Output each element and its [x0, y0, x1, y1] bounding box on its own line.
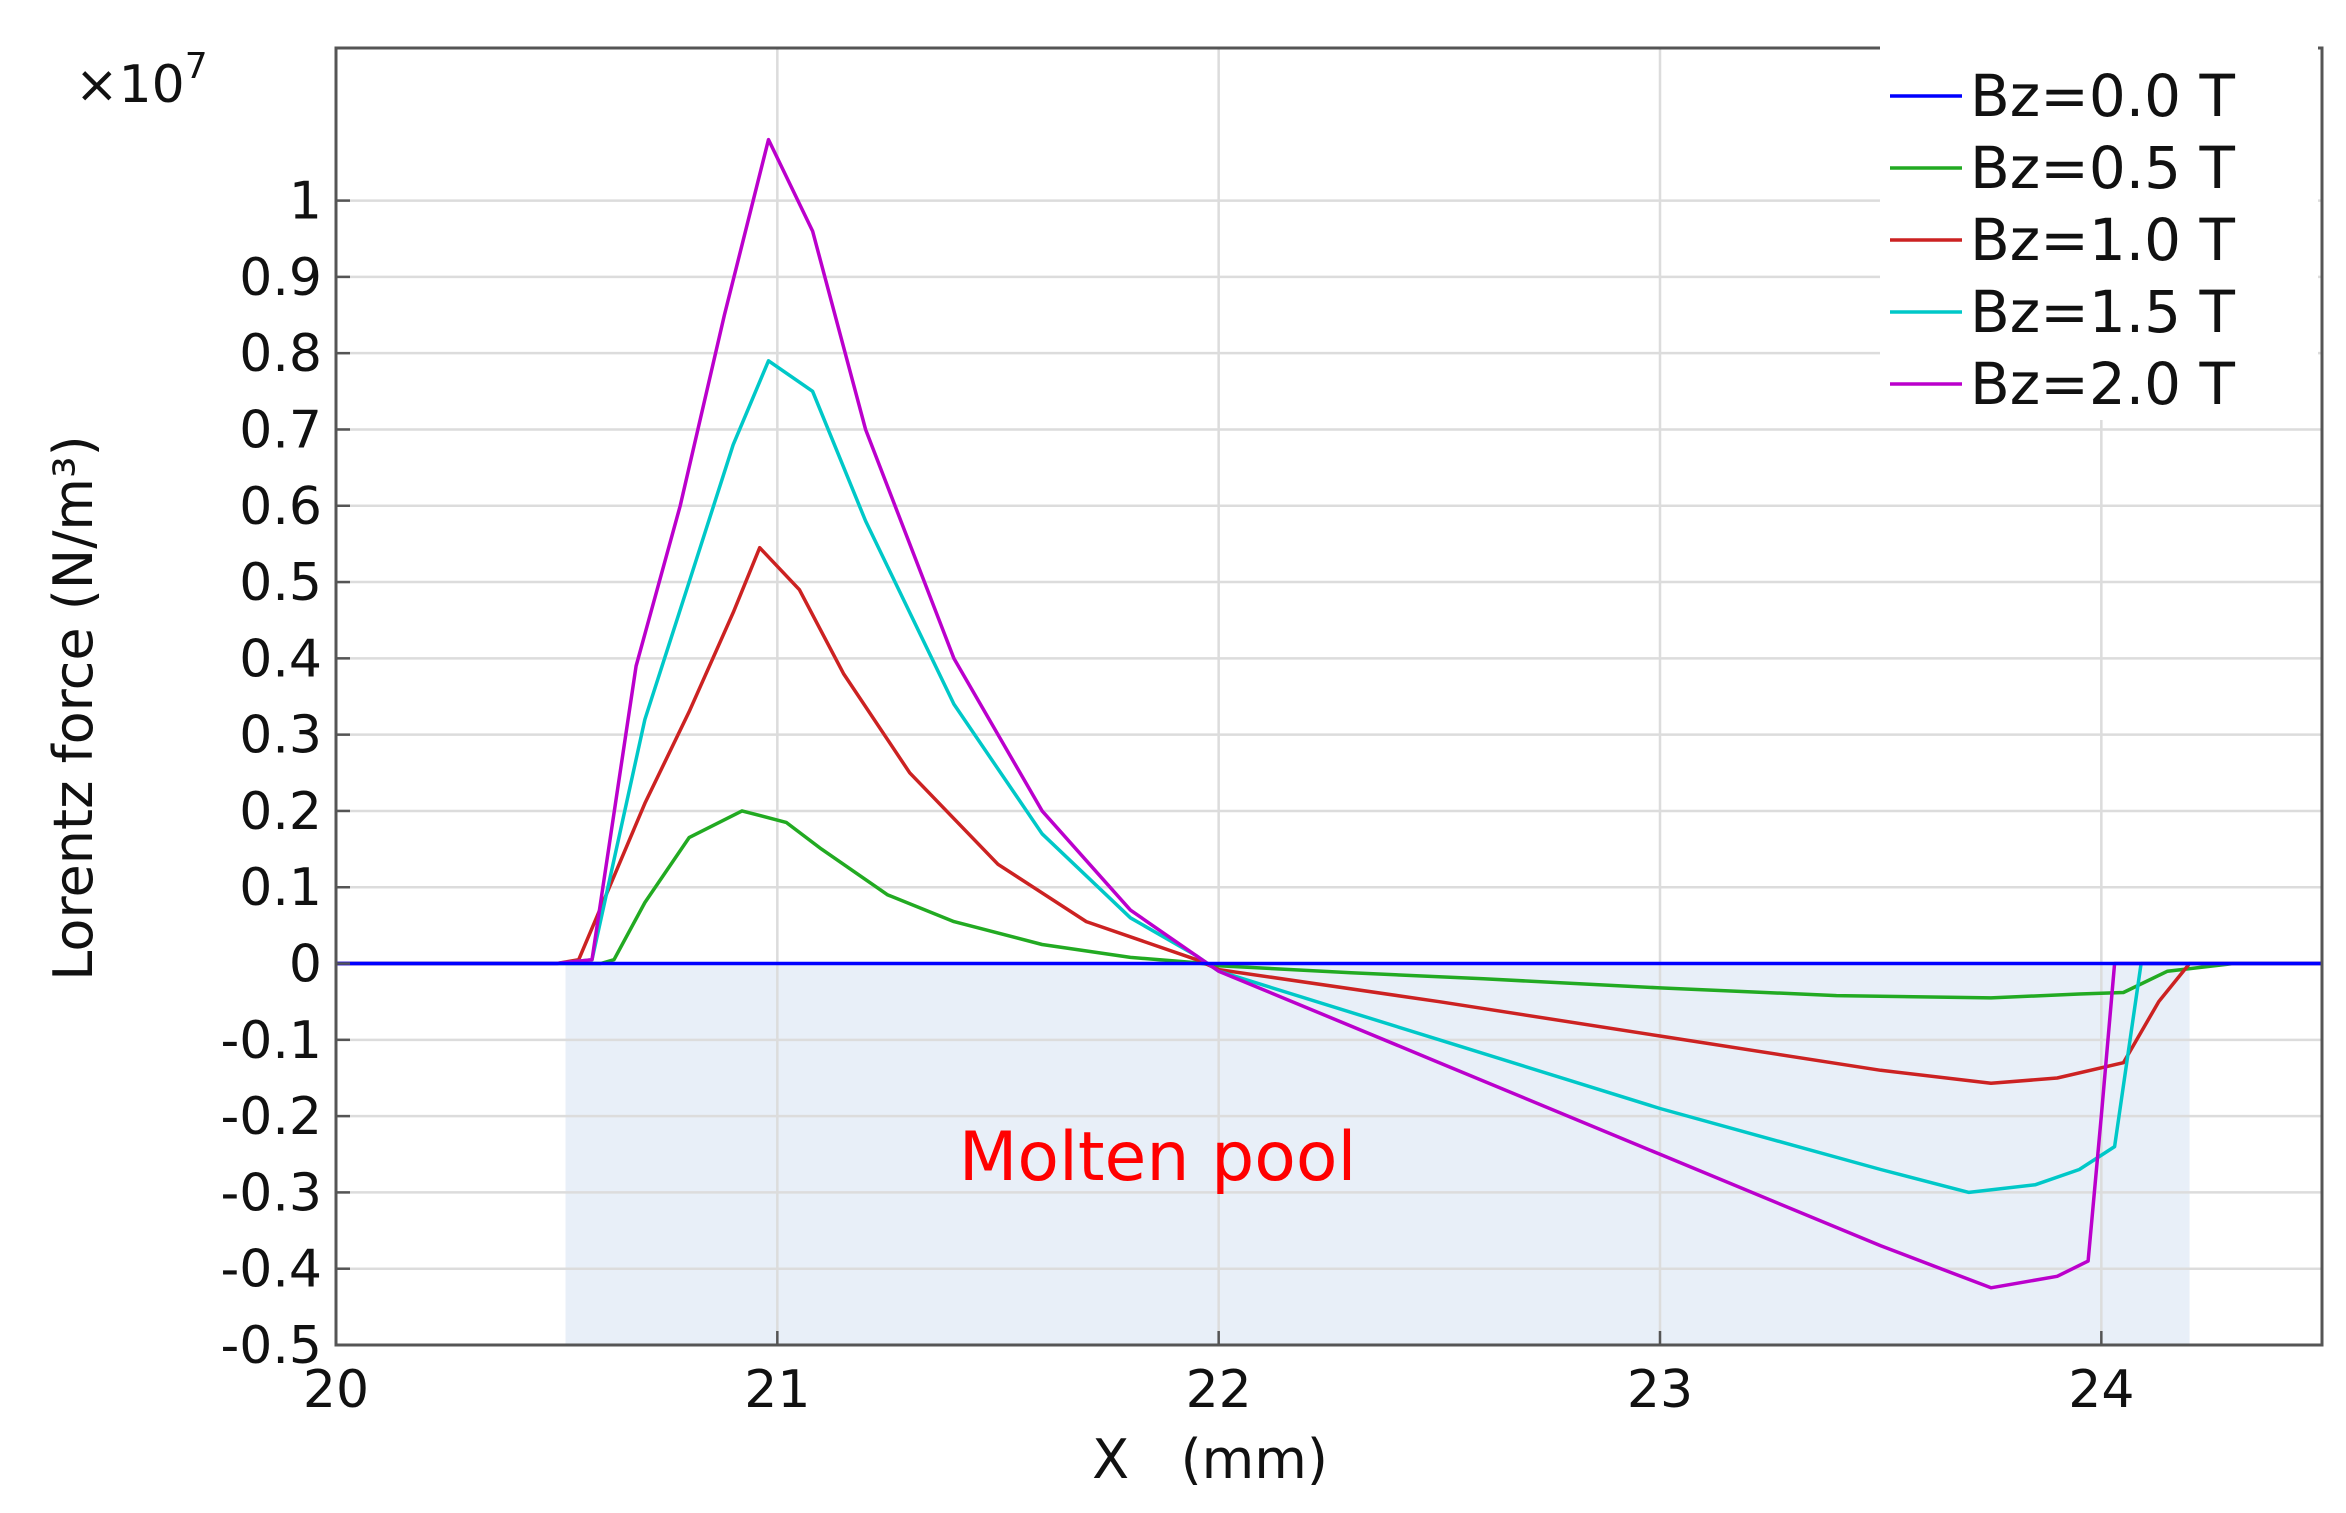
- y-tick-label: -0.5: [221, 1316, 322, 1376]
- x-axis-title: X (mm): [1092, 1428, 1328, 1491]
- molten-pool-label: Molten pool: [959, 1118, 1357, 1197]
- legend-label: Bz=0.0 T: [1970, 62, 2236, 130]
- y-tick-label: 0.3: [239, 706, 322, 766]
- legend-label: Bz=0.5 T: [1970, 134, 2236, 202]
- legend-label: Bz=1.0 T: [1970, 206, 2236, 274]
- legend-label: Bz=1.5 T: [1970, 278, 2236, 346]
- series-line-bz-1-5-t: [336, 359, 2322, 1195]
- x-tick-label: 23: [1627, 1360, 1693, 1420]
- plot-frame: [334, 46, 2324, 1347]
- legend-label: Bz=2.0 T: [1970, 350, 2236, 418]
- y-tick-label: 0.7: [239, 400, 322, 460]
- y-tick-label: 0.4: [239, 629, 322, 689]
- y-tick-label: -0.1: [221, 1011, 322, 1071]
- y-axis-multiplier: ×107: [75, 46, 208, 115]
- x-tick-label: 24: [2068, 1360, 2134, 1420]
- molten-pool-region: [565, 963, 2190, 1345]
- y-axis-multiplier-base: ×10: [75, 55, 185, 115]
- y-tick-label: -0.2: [221, 1087, 322, 1147]
- y-tick-label: 0.8: [239, 324, 322, 384]
- y-tick-label: 0.2: [239, 782, 322, 842]
- x-tick-label: 22: [1186, 1360, 1252, 1420]
- y-tick-label: 0.9: [239, 248, 322, 308]
- y-axis-title: Lorentz force (N/m³): [42, 435, 105, 980]
- y-tick-label: -0.4: [221, 1240, 322, 1300]
- x-tick-label: 20: [303, 1360, 369, 1420]
- legend-box: [1880, 46, 2318, 420]
- y-axis-multiplier-exponent: 7: [185, 46, 208, 87]
- series-line-bz-1-0-t: [336, 545, 2322, 1086]
- y-tick-label: 1: [289, 172, 322, 232]
- y-tick-label: 0.5: [239, 553, 322, 613]
- series-line-bz-2-0-t: [336, 137, 2322, 1290]
- y-tick-label: 0: [289, 935, 322, 995]
- y-tick-label: 0.6: [239, 477, 322, 537]
- y-tick-label: 0.1: [239, 858, 322, 918]
- y-tick-label: -0.3: [221, 1163, 322, 1223]
- x-tick-label: 21: [744, 1360, 810, 1420]
- series-line-bz-0-5-t: [336, 809, 2322, 1000]
